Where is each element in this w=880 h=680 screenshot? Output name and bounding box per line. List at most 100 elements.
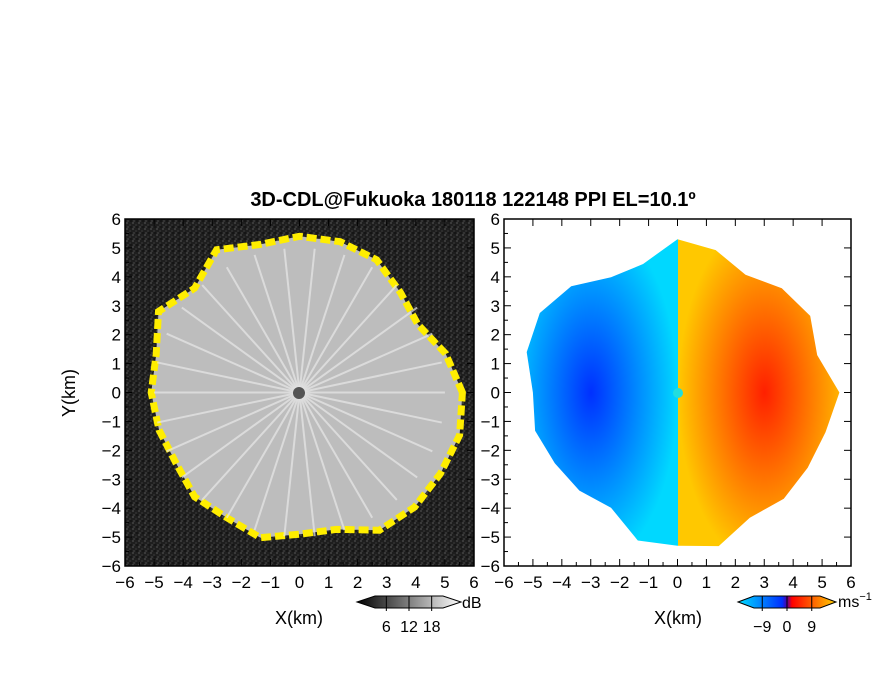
velocity-colorbar-tick-label: 0 bbox=[783, 619, 792, 636]
snr-radial-streak bbox=[201, 284, 301, 394]
snr-radial-streak bbox=[299, 391, 433, 453]
snr-radial-streak bbox=[181, 391, 301, 479]
velocity-x-tick-label: 0 bbox=[673, 573, 682, 592]
velocity-y-tick-label: 3 bbox=[491, 297, 500, 316]
snr-x-axis-label: X(km) bbox=[275, 608, 323, 628]
snr-x-tick-label: 5 bbox=[440, 573, 449, 592]
snr-x-tick-label: 3 bbox=[382, 573, 391, 592]
velocity-x-tick-label: −2 bbox=[610, 573, 629, 592]
snr-radial-streak bbox=[283, 248, 301, 393]
snr-x-tick-label: 4 bbox=[411, 573, 420, 592]
snr-radial-streak bbox=[225, 391, 301, 519]
snr-radial-streaks bbox=[154, 248, 445, 537]
snr-radial-streak bbox=[298, 284, 398, 394]
snr-x-tick-label: −1 bbox=[261, 573, 280, 592]
velocity-x-tick-label: −6 bbox=[494, 573, 513, 592]
snr-x-tick-label: −3 bbox=[203, 573, 222, 592]
snr-radial-streak bbox=[298, 391, 418, 479]
radar-site-marker-velocity bbox=[673, 388, 683, 398]
snr-y-tick-label: −2 bbox=[102, 441, 121, 460]
snr-y-axis-label: Y(km) bbox=[59, 369, 79, 417]
snr-radial-streak bbox=[299, 332, 433, 394]
snr-x-tick-label: −2 bbox=[232, 573, 251, 592]
velocity-x-tick-label: 2 bbox=[731, 573, 740, 592]
velocity-x-tick-label: −1 bbox=[639, 573, 658, 592]
snr-radial-streak bbox=[298, 306, 418, 394]
snr-radial-streak bbox=[299, 391, 442, 424]
snr-y-tick-label: 6 bbox=[112, 210, 121, 229]
snr-radial-streak bbox=[157, 361, 300, 394]
snr-radial-streak bbox=[299, 361, 442, 394]
velocity-y-tick-label: −1 bbox=[481, 412, 500, 431]
snr-colorbar: 6 12 18 dB bbox=[355, 595, 482, 636]
velocity-colorbar-tick-label: −9 bbox=[753, 619, 771, 636]
velocity-x-tick-label: 6 bbox=[846, 573, 855, 592]
snr-x-tick-label: 1 bbox=[324, 573, 333, 592]
snr-x-tick-label: 0 bbox=[295, 573, 304, 592]
snr-radial-streak bbox=[201, 391, 301, 501]
snr-radial-streak bbox=[298, 391, 398, 501]
velocity-x-tick-label: 3 bbox=[760, 573, 769, 592]
velocity-y-tick-label: −4 bbox=[481, 499, 500, 518]
snr-x-tick-label: −5 bbox=[144, 573, 163, 592]
snr-radial-streak bbox=[157, 391, 300, 424]
snr-colorbar-ticks: 6 12 18 bbox=[382, 596, 441, 636]
velocity-y-tick-label: −3 bbox=[481, 470, 500, 489]
snr-colorbar-tick-label: 6 bbox=[382, 619, 391, 636]
velocity-x-tick-label: 5 bbox=[817, 573, 826, 592]
velocity-y-tick-label: −6 bbox=[481, 557, 500, 576]
snr-radial-streak bbox=[181, 306, 301, 394]
snr-y-tick-label: −5 bbox=[102, 528, 121, 547]
snr-radial-streak bbox=[225, 266, 301, 394]
snr-y-tick-label: 4 bbox=[112, 268, 121, 287]
snr-x-tick-label: 2 bbox=[353, 573, 362, 592]
snr-y-tick-label: −6 bbox=[102, 557, 121, 576]
radar-site-marker bbox=[293, 387, 305, 399]
snr-y-tick-label: 5 bbox=[112, 239, 121, 258]
snr-colorbar-tick-label: 12 bbox=[400, 619, 418, 636]
snr-colorbar-unit: dB bbox=[462, 595, 482, 612]
snr-x-tick-label: 6 bbox=[469, 573, 478, 592]
snr-radial-streak bbox=[298, 266, 374, 394]
velocity-y-tick-label: 6 bbox=[491, 210, 500, 229]
snr-radial-streak bbox=[253, 392, 301, 531]
snr-radial-streak bbox=[298, 392, 346, 531]
snr-y-tick-label: −1 bbox=[102, 412, 121, 431]
velocity-y-tick-label: −2 bbox=[481, 441, 500, 460]
velocity-y-tick-label: 4 bbox=[491, 268, 500, 287]
snr-radial-streak bbox=[253, 254, 301, 393]
snr-x-tick-label: −6 bbox=[115, 573, 134, 592]
velocity-x-axis-label: X(km) bbox=[654, 608, 702, 628]
velocity-x-tick-label: −3 bbox=[581, 573, 600, 592]
velocity-y-tick-label: 5 bbox=[491, 239, 500, 258]
snr-y-tick-label: −3 bbox=[102, 470, 121, 489]
velocity-x-tick-label: −4 bbox=[552, 573, 571, 592]
velocity-colorbar-unit: ms−1 bbox=[838, 591, 872, 611]
snr-y-tick-label: 1 bbox=[112, 355, 121, 374]
velocity-unit-base: ms bbox=[838, 594, 859, 611]
velocity-colorbar-tick-label: 9 bbox=[807, 619, 816, 636]
velocity-x-tick-label: 1 bbox=[702, 573, 711, 592]
velocity-y-tick-label: 2 bbox=[491, 326, 500, 345]
velocity-colorbar-ticks: −9 0 9 bbox=[753, 596, 816, 636]
velocity-y-tick-label: 1 bbox=[491, 355, 500, 374]
velocity-x-tick-label: −5 bbox=[523, 573, 542, 592]
snr-colorbar-tick-label: 18 bbox=[423, 619, 441, 636]
snr-y-tick-label: 0 bbox=[112, 384, 121, 403]
snr-radial-streak bbox=[166, 332, 300, 394]
snr-radial-streak bbox=[298, 254, 346, 393]
snr-x-tick-label: −4 bbox=[173, 573, 192, 592]
snr-radial-streak bbox=[298, 391, 374, 519]
snr-y-tick-label: −4 bbox=[102, 499, 121, 518]
snr-axis-ticks: −6 −5 −4 −3 −2 −1 0 1 2 3 4 5 6 −6 −5 −4 −3 −2 −1 0 1 2 3 4 5 6 bbox=[102, 210, 479, 592]
snr-y-tick-label: 3 bbox=[112, 297, 121, 316]
snr-radial-streak bbox=[298, 248, 316, 393]
velocity-unit-exponent: −1 bbox=[859, 591, 872, 603]
velocity-y-tick-label: −5 bbox=[481, 528, 500, 547]
snr-radial-streak bbox=[298, 392, 316, 537]
velocity-colorbar: −9 0 9 ms−1 bbox=[736, 591, 872, 636]
